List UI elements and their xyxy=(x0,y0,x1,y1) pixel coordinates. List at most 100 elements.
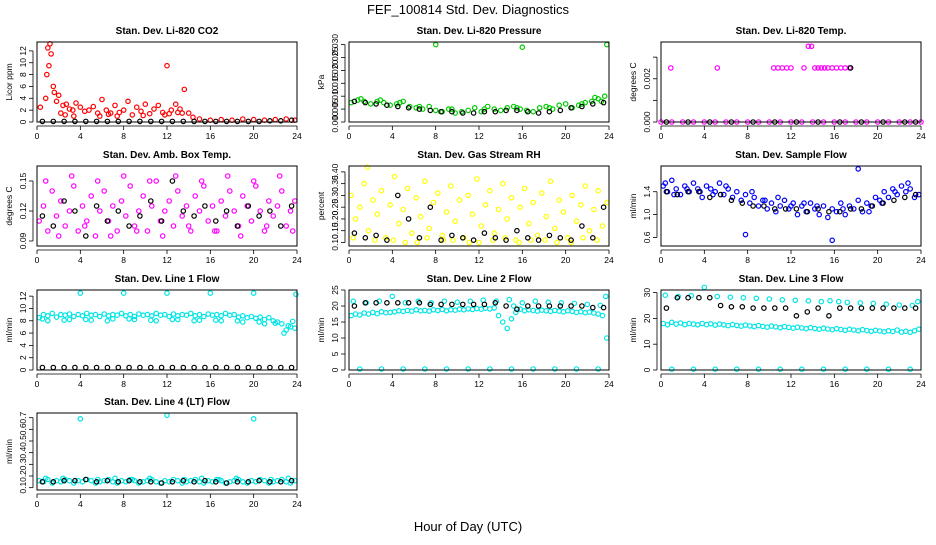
secondary-point xyxy=(234,364,241,371)
chart-panel-3: Stan. Dev. Li-820 Temp.0 4 8 12 16 20 240.0000… xyxy=(628,26,926,141)
y-axis: 0.100.150.200.250.300.350.40 xyxy=(330,163,346,251)
primary-point xyxy=(530,199,537,206)
primary-point xyxy=(391,308,398,315)
primary-point xyxy=(534,232,541,239)
x-tick-label: 24 xyxy=(604,255,614,265)
primary-point xyxy=(798,325,805,331)
primary-point xyxy=(57,198,64,204)
primary-point xyxy=(133,104,140,111)
primary-point xyxy=(668,366,675,373)
primary-point xyxy=(390,237,397,243)
primary-point xyxy=(172,173,179,179)
secondary-point xyxy=(438,301,444,308)
x-tick-label: 0 xyxy=(347,255,352,265)
primary-point xyxy=(179,311,186,318)
primary-point xyxy=(495,312,502,319)
primary-point xyxy=(250,178,257,184)
primary-point xyxy=(240,478,246,485)
primary-point xyxy=(707,320,714,327)
primary-point xyxy=(42,475,49,482)
secondary-point xyxy=(223,208,230,214)
data-points xyxy=(660,284,922,373)
primary-point xyxy=(547,178,554,185)
panel-title: Stan. Dev. Line 1 Flow xyxy=(115,274,220,285)
primary-point xyxy=(250,116,257,123)
primary-point xyxy=(88,477,95,484)
secondary-point xyxy=(481,230,488,236)
primary-point xyxy=(43,71,50,78)
primary-point xyxy=(465,366,472,372)
secondary-point xyxy=(93,364,100,371)
x-tick-label: 12 xyxy=(162,255,172,265)
x-tick-label: 4 xyxy=(390,131,395,141)
secondary-point xyxy=(267,364,273,371)
primary-point xyxy=(283,116,290,122)
y-axis-title: Licor ppm xyxy=(4,63,14,100)
y-tick-label: 0.5 xyxy=(18,435,28,447)
x-tick-label: 12 xyxy=(162,131,172,141)
primary-point xyxy=(164,412,170,419)
primary-point xyxy=(97,208,103,214)
secondary-point xyxy=(503,107,509,114)
primary-point xyxy=(603,335,610,341)
primary-point xyxy=(112,102,118,109)
primary-point xyxy=(42,95,49,102)
y-tick-label: 0.005 xyxy=(330,98,340,120)
secondary-point xyxy=(83,364,89,371)
primary-point xyxy=(196,208,203,214)
primary-point xyxy=(395,307,402,314)
y-axis: 0 2 4 6 8 10 12 xyxy=(18,46,34,124)
primary-point xyxy=(83,316,89,323)
primary-point xyxy=(829,206,836,212)
primary-point xyxy=(49,310,56,317)
primary-point xyxy=(543,307,550,314)
secondary-point xyxy=(223,118,230,125)
secondary-point xyxy=(739,303,746,310)
primary-point xyxy=(519,299,526,306)
primary-point xyxy=(818,65,825,71)
primary-point xyxy=(712,366,719,373)
primary-point xyxy=(881,328,888,335)
primary-point xyxy=(92,311,99,318)
primary-point xyxy=(516,239,522,246)
primary-point xyxy=(293,291,299,298)
x-tick-label: 4 xyxy=(702,131,707,141)
primary-point xyxy=(465,192,472,199)
x-tick-label: 16 xyxy=(518,379,528,389)
x-tick-label: 24 xyxy=(604,131,614,141)
primary-point xyxy=(668,319,675,326)
primary-point xyxy=(265,198,272,204)
x-tick-label: 20 xyxy=(561,255,571,265)
primary-point xyxy=(120,107,127,113)
y-tick-label: 10 xyxy=(330,333,340,343)
primary-point xyxy=(261,228,268,234)
x-tick-label: 16 xyxy=(830,379,840,389)
secondary-point xyxy=(836,208,843,215)
primary-point xyxy=(361,98,368,105)
primary-point xyxy=(595,187,602,194)
primary-point xyxy=(400,308,407,315)
y-tick-label: 30 xyxy=(642,288,652,298)
secondary-point xyxy=(427,301,434,308)
primary-point xyxy=(281,330,287,336)
secondary-point xyxy=(804,208,811,215)
secondary-point xyxy=(169,118,176,125)
chart-panel-8: Stan. Dev. Line 2 Flow 0 4 8 12 16 20 24 0 5 10 15 2… xyxy=(316,274,614,389)
primary-point xyxy=(481,106,488,112)
secondary-point xyxy=(858,206,865,212)
primary-point xyxy=(110,203,116,209)
secondary-point xyxy=(115,118,122,125)
y-axis: 0.09 0.12 0.15 xyxy=(18,172,34,249)
primary-point xyxy=(725,322,732,329)
y-tick-label: 0 xyxy=(18,119,28,124)
secondary-point xyxy=(815,206,821,212)
primary-point xyxy=(257,314,264,320)
x-tick-label: 12 xyxy=(162,499,172,509)
y-axis-title: ml/min xyxy=(316,317,326,342)
primary-point xyxy=(283,223,290,229)
x-axis: 0 4 8 12 16 20 24 xyxy=(659,249,926,265)
x-axis-label: Hour of Day (UTC) xyxy=(414,519,522,534)
primary-point xyxy=(66,311,73,317)
y-tick-label: 8 xyxy=(18,318,28,323)
primary-point xyxy=(755,203,762,209)
